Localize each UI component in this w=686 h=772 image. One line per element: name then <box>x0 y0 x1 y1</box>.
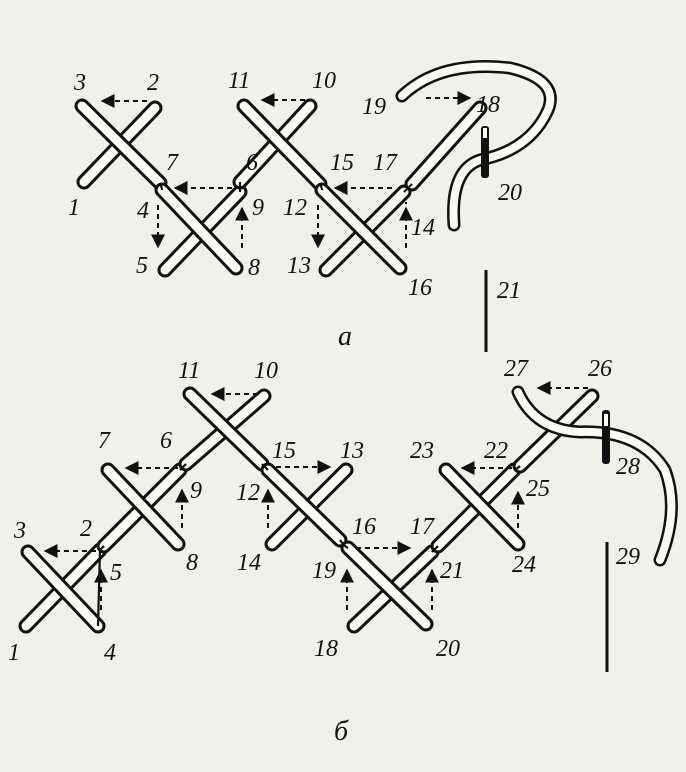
label-a-4: 4 <box>137 198 149 224</box>
thread-a <box>395 60 557 232</box>
label-a-21: 21 <box>497 278 521 304</box>
figure-b: 3 2 5 1 4 7 6 9 8 11 10 15 13 12 14 16 1… <box>8 356 678 747</box>
label-b-1: 1 <box>8 640 20 666</box>
join-b4 <box>339 539 349 549</box>
join-b6 <box>513 465 521 471</box>
needle-icon <box>602 410 610 464</box>
cross-b2 <box>96 462 188 554</box>
join-a1 <box>158 182 164 191</box>
label-b-18: 18 <box>314 636 338 662</box>
cross-b3 <box>178 386 272 472</box>
label-b-7: 7 <box>98 428 111 454</box>
label-b-20: 20 <box>436 636 460 662</box>
label-a-15: 15 <box>330 150 354 176</box>
label-a-8: 8 <box>248 255 260 281</box>
cross-a4 <box>314 182 412 278</box>
join-a3 <box>319 183 324 191</box>
label-a-18: 18 <box>476 92 500 118</box>
label-b-23: 23 <box>410 438 434 464</box>
label-a-20: 20 <box>498 180 522 206</box>
label-a-10: 10 <box>312 68 336 94</box>
label-b-25: 25 <box>526 476 550 502</box>
label-b-21: 21 <box>440 558 464 584</box>
label-b-14: 14 <box>237 550 261 576</box>
label-a-3: 3 <box>73 70 86 96</box>
join-b1 <box>96 545 105 627</box>
join-b5 <box>431 545 439 553</box>
label-a-12: 12 <box>283 195 307 221</box>
half-stitch-a <box>404 100 488 192</box>
label-a-2: 2 <box>147 70 159 96</box>
cross-a1 <box>74 98 168 191</box>
cross-a2 <box>154 182 248 278</box>
label-b-28: 28 <box>616 454 640 480</box>
label-a-17: 17 <box>373 150 398 176</box>
join-a4 <box>403 183 413 193</box>
label-b-3: 3 <box>13 518 26 544</box>
label-b-11: 11 <box>178 358 200 384</box>
label-b-19: 19 <box>312 558 336 584</box>
label-b-9: 9 <box>190 478 202 504</box>
caption-b: б <box>334 716 349 747</box>
label-b-26: 26 <box>588 356 612 382</box>
label-b-12: 12 <box>236 480 260 506</box>
needle-icon <box>481 126 489 178</box>
label-b-16: 16 <box>352 514 376 540</box>
label-a-6: 6 <box>246 150 258 176</box>
label-b-10: 10 <box>254 358 278 384</box>
label-b-17: 17 <box>410 514 435 540</box>
cross-a3 <box>232 98 328 192</box>
join-b3 <box>261 463 269 471</box>
cross-b1 <box>18 542 108 634</box>
label-a-9: 9 <box>252 195 264 221</box>
label-a-14: 14 <box>411 215 435 241</box>
label-b-15: 15 <box>272 438 296 464</box>
label-b-4: 4 <box>104 640 116 666</box>
label-b-29: 29 <box>616 544 640 570</box>
label-b-6: 6 <box>160 428 172 454</box>
label-a-7: 7 <box>166 150 179 176</box>
figure-a: 3 2 1 7 4 5 6 9 8 11 10 15 12 13 17 14 1… <box>68 60 557 352</box>
label-b-22: 22 <box>484 438 508 464</box>
join-b2 <box>179 463 187 471</box>
label-b-2: 2 <box>80 516 92 542</box>
label-b-24: 24 <box>512 552 536 578</box>
cross-b6 <box>430 462 526 554</box>
label-a-1: 1 <box>68 195 80 221</box>
label-b-8: 8 <box>186 550 198 576</box>
label-a-16: 16 <box>408 275 432 301</box>
label-b-13: 13 <box>340 438 364 464</box>
label-a-11: 11 <box>228 68 250 94</box>
label-a-5: 5 <box>136 253 148 279</box>
caption-a: а <box>338 321 352 352</box>
cross-b5 <box>340 540 440 634</box>
label-b-27: 27 <box>504 356 529 382</box>
label-a-13: 13 <box>287 253 311 279</box>
label-a-19: 19 <box>362 94 386 120</box>
thread-b <box>511 385 678 567</box>
cross-b4 <box>260 462 354 552</box>
label-b-5: 5 <box>110 560 122 586</box>
